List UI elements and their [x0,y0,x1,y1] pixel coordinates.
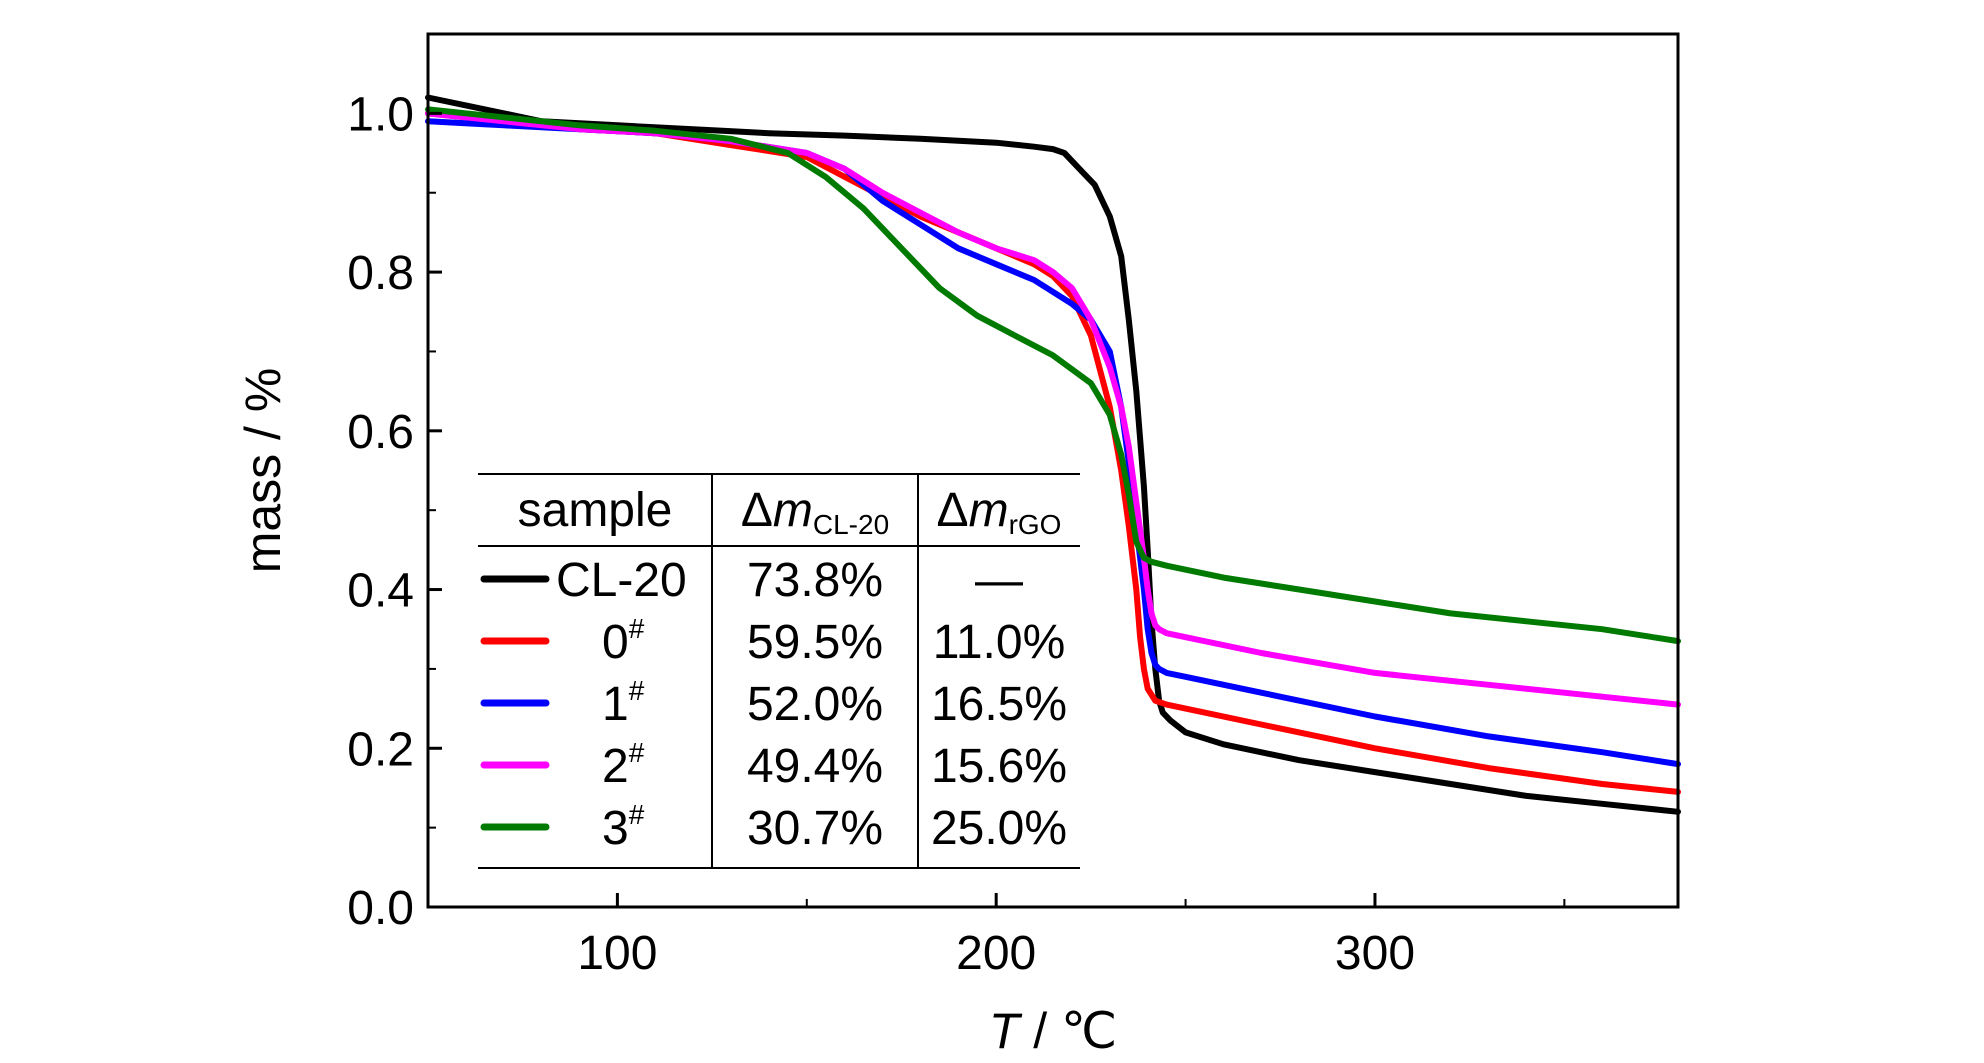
y-tick-label: 0.6 [347,406,414,459]
legend-dm-cl20: 30.7% [747,802,883,855]
series-line-CL-20 [425,94,1681,815]
y-tick-label: 0.8 [347,247,414,300]
legend-sample-label: CL-20 [556,554,687,607]
tick-labels: 100 200 300 0.0 0.2 0.4 0.6 0.8 1.0 [347,88,1415,980]
legend-dm-rgo: 25.0% [931,802,1067,855]
legend-dm-cl20: 59.5% [747,616,883,669]
axes: 100 200 300 0.0 0.2 0.4 0.6 0.8 1.0 [347,32,1680,980]
ticks [428,33,1566,909]
plot-frame [426,32,1680,909]
legend-dm-rgo: 16.5% [931,678,1067,731]
legend-dm-rgo: 11.0% [933,616,1066,669]
x-axis-unit: / ℃ [1019,1003,1117,1059]
y-axis-title: mass / % [235,368,291,574]
legend-header-sample: sample [518,484,673,537]
legend-dm-cl20: 73.8% [747,554,883,607]
y-tick-label: 0.2 [347,723,414,776]
legend-dm-rgo: 15.6% [931,740,1067,793]
legend-dm-rgo: — [975,554,1023,607]
series-line-3sharp [425,106,1681,645]
legend-header-dm-rgo: ΔmrGO [937,484,1062,540]
legend-dm-cl20: 49.4% [747,740,883,793]
x-axis-title: T / ℃ [989,1003,1117,1059]
legend-sample-label: 3# [602,799,645,855]
series-line-2sharp [425,110,1681,708]
legend-sample-label: 0# [602,613,645,669]
y-tick-label: 1.0 [347,88,414,141]
x-tick-label: 100 [577,927,657,980]
legend-header-dm-cl20: ΔmCL-20 [741,484,889,540]
y-tick-label: 0.0 [347,882,414,935]
legend-sample-label: 1# [602,675,645,731]
legend-sample-label: 2# [602,737,645,793]
x-axis-var: T [989,1003,1023,1059]
legend-dm-cl20: 52.0% [747,678,883,731]
legend-table: sample ΔmCL-20 ΔmrGO CL-20 73.8% — 0# 59.5% 11.0… [478,473,1080,869]
x-tick-label: 200 [956,927,1036,980]
x-tick-label: 300 [1335,927,1415,980]
y-tick-label: 0.4 [347,565,414,618]
plot-lines [425,94,1681,815]
